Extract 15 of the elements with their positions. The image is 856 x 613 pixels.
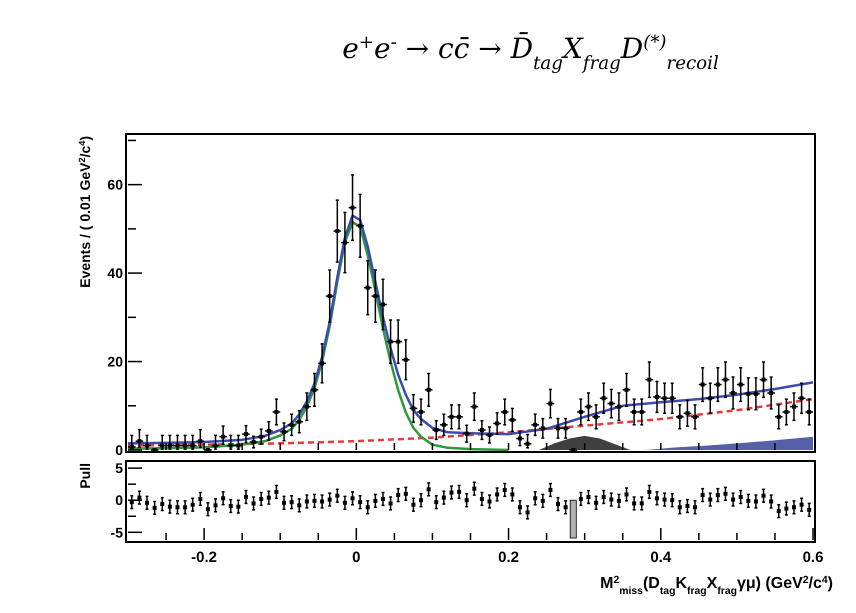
x-tick-label: 0.2 [498,549,519,566]
y-tick-label: 5 [115,460,124,476]
y-tick-label: -5 [110,524,124,540]
line-series [127,398,814,447]
y-axis-title: Pull [77,463,93,489]
x-tick-label: 0 [352,549,361,566]
text: M$^{2}$$_{miss}$(D$_{tag}$K$_{frag}$X$_{frag}$γμ) (GeV$^{2}$/c$^{4}$) [600,574,833,596]
y-tick-label: 0 [115,492,124,508]
y-tick-label: 0 [115,442,124,458]
x-tick-label: -0.2 [191,549,218,566]
y-tick-label: 60 [107,176,124,193]
y-tick-label: 20 [107,354,124,370]
y-tick-label: 40 [107,265,124,282]
x-tick-label: 0.6 [802,549,824,566]
x-tick-label: 0.4 [650,549,672,566]
